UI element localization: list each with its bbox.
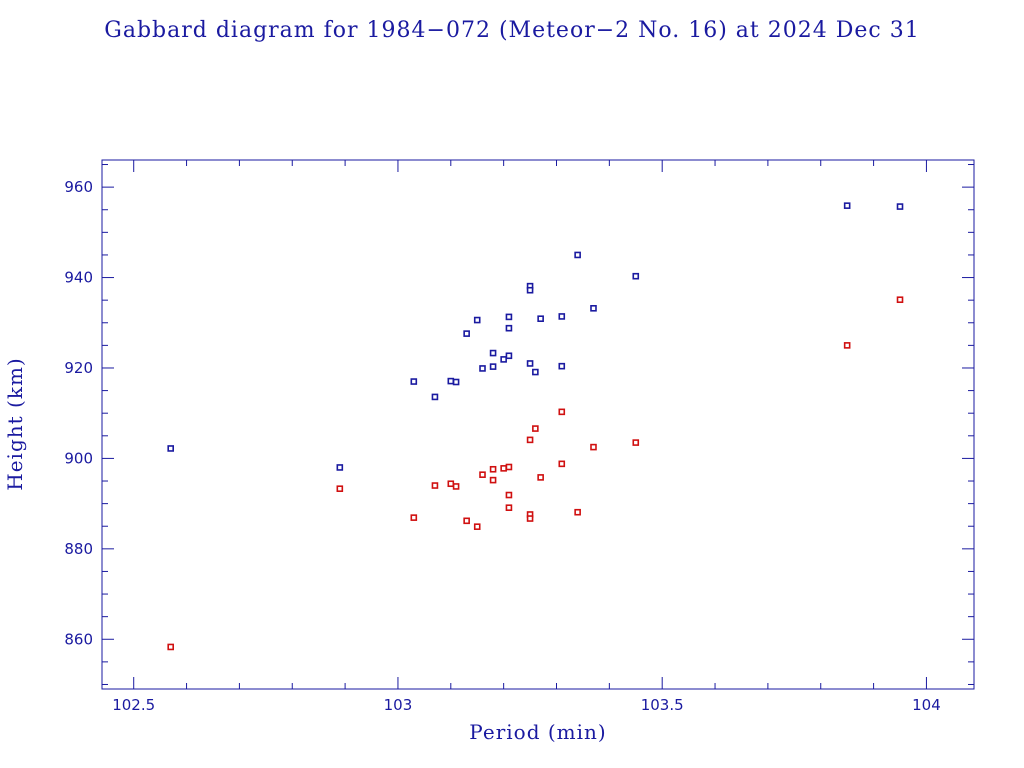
perigee-point bbox=[526, 515, 534, 522]
apogee-point bbox=[336, 464, 344, 471]
x-tick-labels: 102.5 103 103.5 104 bbox=[112, 696, 941, 714]
y-tick-label: 940 bbox=[64, 269, 93, 287]
perigee-point bbox=[505, 491, 513, 499]
perigee-point bbox=[489, 465, 497, 473]
axis-ticks bbox=[102, 160, 974, 689]
perigee-point bbox=[505, 463, 513, 471]
x-tick-label: 103.5 bbox=[641, 696, 684, 714]
plot-frame bbox=[101, 159, 975, 690]
y-tick-label: 880 bbox=[64, 540, 93, 558]
apogee-point bbox=[843, 202, 851, 209]
perigee-point bbox=[463, 517, 470, 525]
perigee-point bbox=[489, 476, 497, 484]
apogee-point bbox=[505, 352, 513, 360]
apogee-point bbox=[558, 362, 566, 370]
perigee-point bbox=[479, 471, 486, 478]
apogee-point bbox=[410, 378, 418, 385]
y-tick-label: 860 bbox=[64, 630, 93, 648]
apogee-point bbox=[505, 313, 513, 321]
perigee-point bbox=[473, 523, 481, 530]
apogee-point bbox=[590, 305, 597, 312]
perigee-point bbox=[558, 408, 566, 416]
perigee-point bbox=[532, 425, 539, 432]
apogee-point bbox=[431, 393, 439, 401]
apogee-point bbox=[489, 349, 497, 357]
apogee-point bbox=[505, 324, 513, 332]
perigee-point bbox=[452, 483, 460, 490]
perigee-point bbox=[558, 460, 566, 468]
y-tick-label: 900 bbox=[64, 449, 93, 467]
perigee-point bbox=[336, 485, 344, 493]
apogee-point bbox=[500, 356, 507, 363]
perigee-point bbox=[537, 474, 544, 481]
perigee-point bbox=[590, 443, 597, 451]
apogee-point bbox=[526, 286, 534, 294]
apogee-point bbox=[532, 368, 539, 376]
x-tick-label: 103 bbox=[384, 696, 413, 714]
perigee-point bbox=[447, 480, 455, 488]
perigee-point bbox=[632, 439, 640, 446]
y-axis-label: Height (km) bbox=[3, 357, 27, 490]
apogee-point bbox=[167, 445, 175, 452]
perigee-point bbox=[896, 296, 904, 304]
y-tick-label: 960 bbox=[64, 178, 93, 196]
x-axis-label: Period (min) bbox=[469, 720, 606, 744]
perigee-point bbox=[410, 514, 418, 521]
perigee-point bbox=[843, 342, 851, 349]
apogee-point bbox=[463, 330, 470, 337]
y-tick-labels: 860 880 900 920 940 960 bbox=[64, 178, 93, 648]
perigee-point bbox=[167, 643, 175, 651]
perigee-point bbox=[431, 482, 439, 489]
apogee-point bbox=[452, 378, 460, 386]
perigee-point bbox=[526, 436, 534, 444]
perigee-point bbox=[574, 508, 581, 516]
apogee-point bbox=[574, 251, 581, 259]
apogee-point bbox=[526, 360, 534, 367]
apogee-point bbox=[479, 365, 486, 372]
x-tick-label: 104 bbox=[912, 696, 941, 714]
apogee-point bbox=[558, 313, 566, 320]
apogee-point bbox=[896, 203, 904, 210]
apogee-point bbox=[473, 316, 481, 324]
data-points bbox=[167, 202, 904, 651]
perigee-point bbox=[500, 465, 507, 472]
apogee-point bbox=[447, 377, 455, 385]
apogee-point bbox=[489, 363, 497, 370]
chart-title: Gabbard diagram for 1984−072 (Meteor−2 N… bbox=[104, 18, 919, 43]
apogee-point bbox=[632, 272, 640, 280]
x-tick-label: 102.5 bbox=[112, 696, 155, 714]
apogee-point bbox=[537, 315, 544, 323]
y-tick-label: 920 bbox=[64, 359, 93, 377]
perigee-point bbox=[505, 504, 513, 511]
